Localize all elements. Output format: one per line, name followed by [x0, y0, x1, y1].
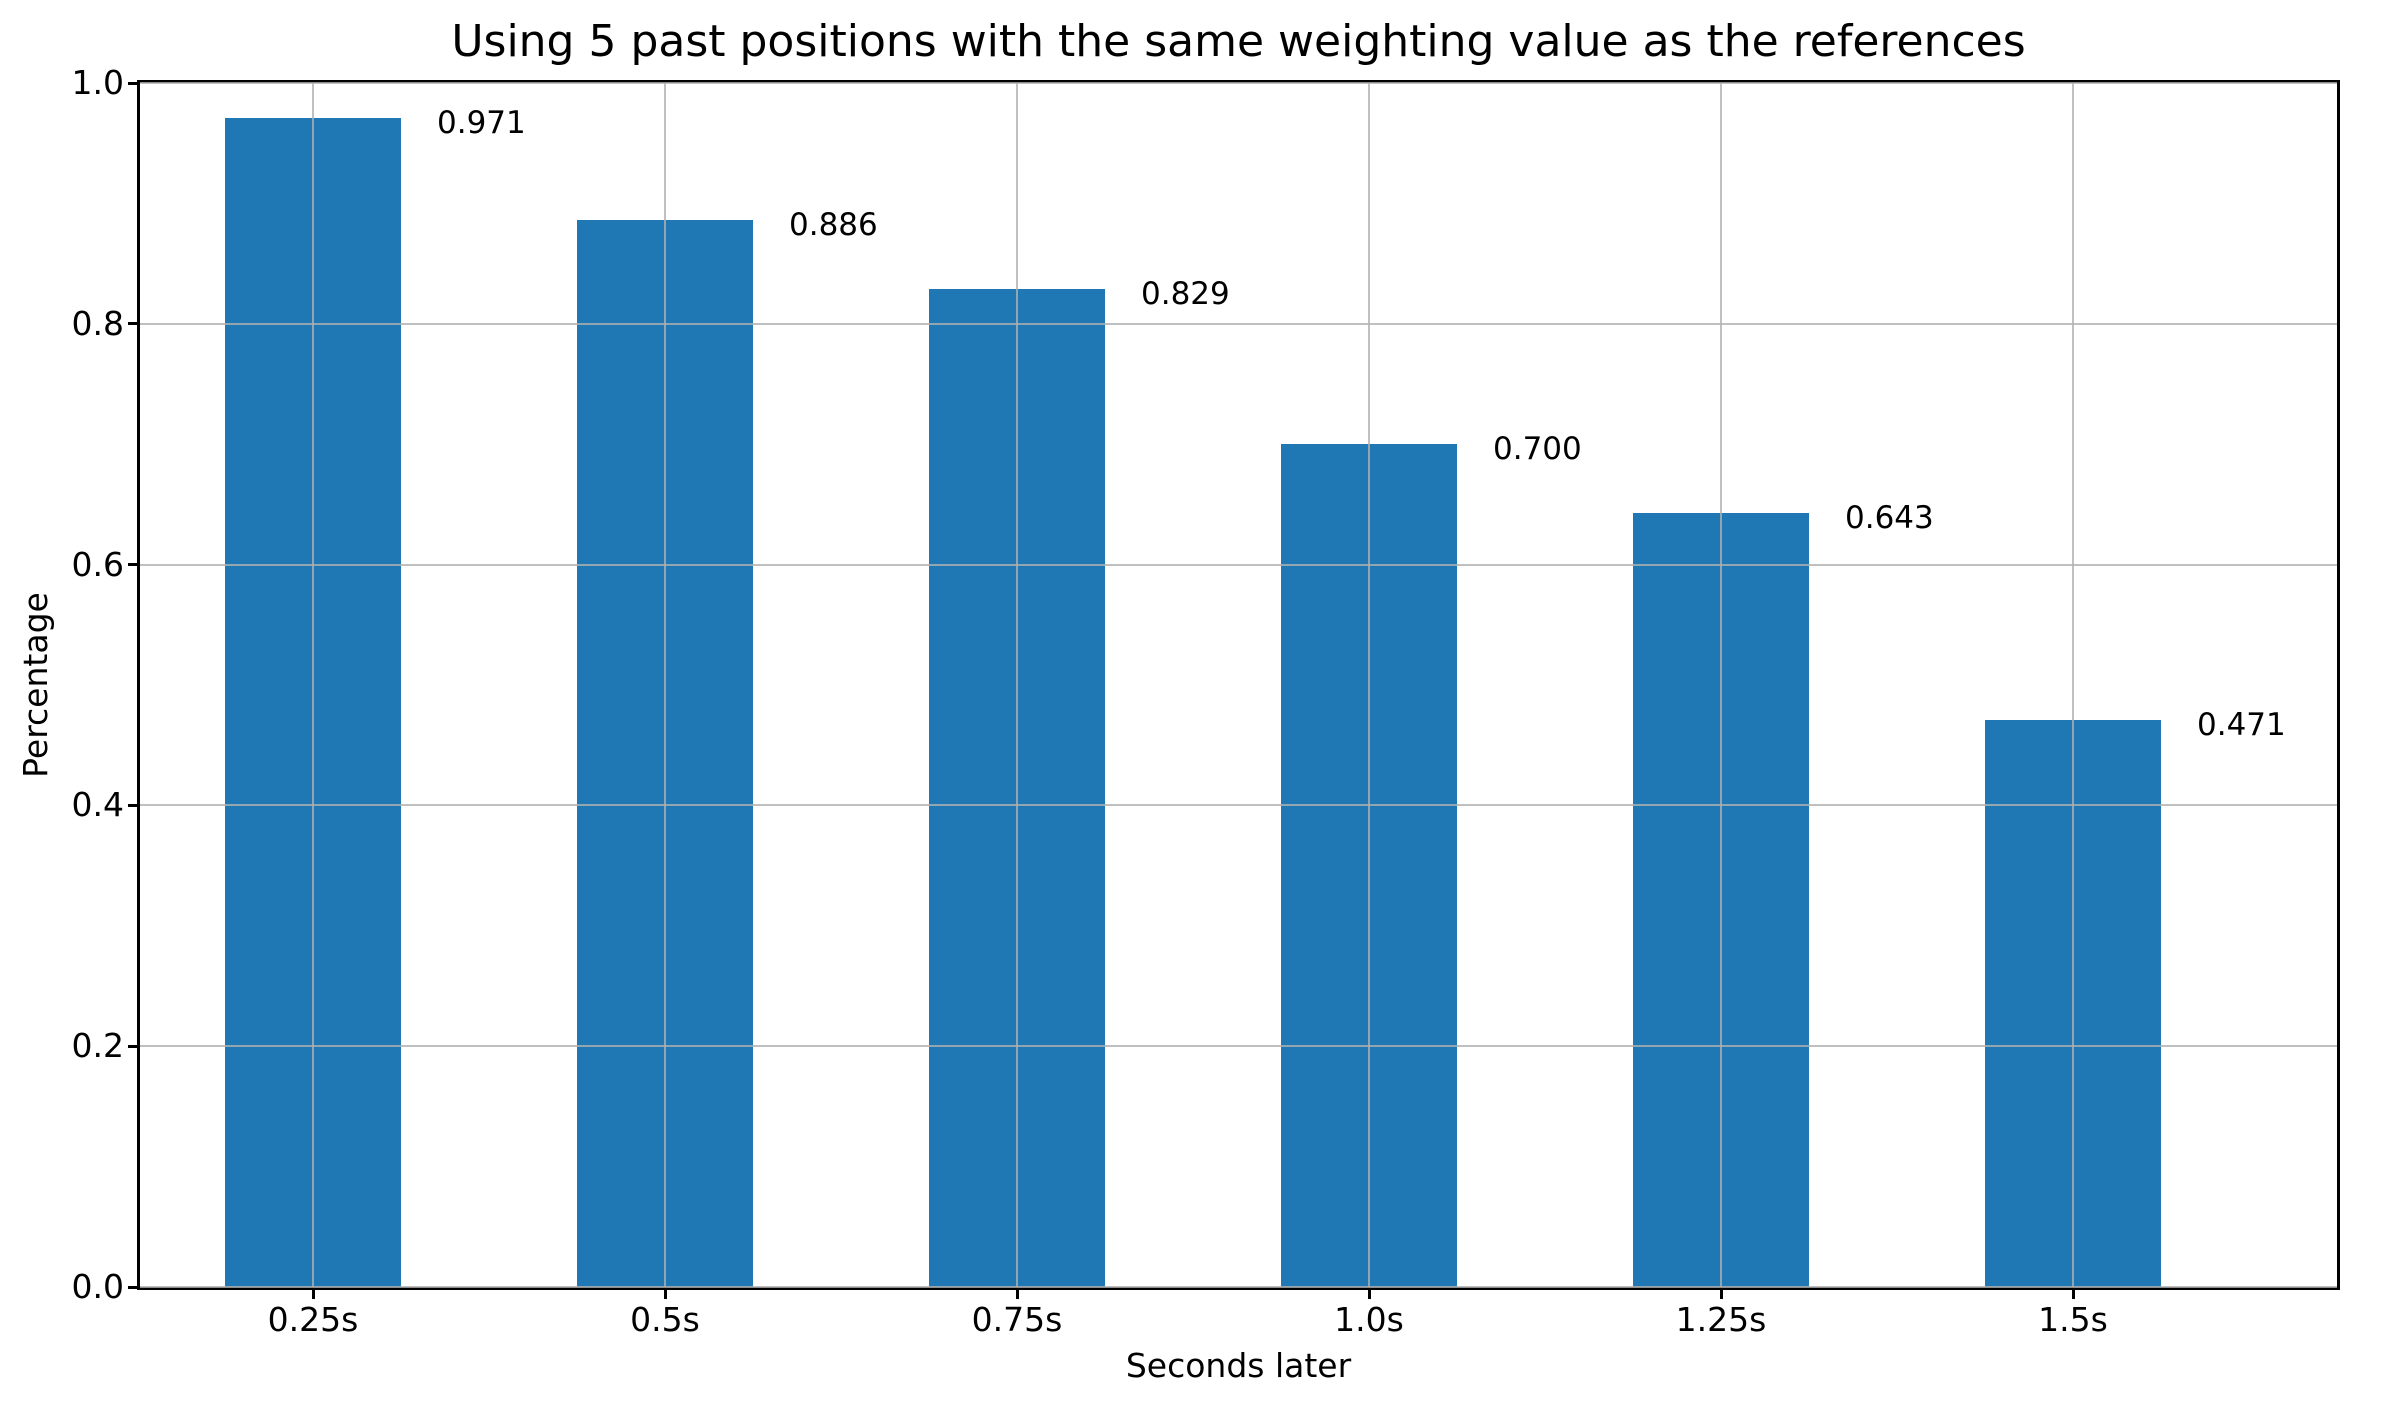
y-axis-label: Percentage	[16, 592, 55, 778]
y-tick-mark	[128, 563, 137, 567]
gridline-vertical	[1368, 83, 1370, 1287]
y-tick-label: 0.2	[71, 1026, 124, 1066]
gridline-vertical	[2072, 83, 2074, 1287]
gridline-vertical	[1016, 83, 1018, 1287]
chart-title: Using 5 past positions with the same wei…	[451, 16, 2026, 67]
y-tick-label: 0.4	[71, 785, 124, 825]
x-tick-label: 1.25s	[1675, 1300, 1767, 1339]
bar-value-label: 0.700	[1493, 431, 1582, 468]
gridline-horizontal	[140, 1045, 2337, 1048]
gridline-horizontal	[140, 804, 2337, 807]
gridline-horizontal	[140, 563, 2337, 566]
x-tick-label: 0.5s	[630, 1300, 700, 1339]
x-tick-label: 0.25s	[267, 1300, 359, 1339]
y-tick-mark	[128, 81, 137, 85]
bar-value-label: 0.829	[1141, 275, 1230, 312]
y-tick-mark	[128, 803, 137, 807]
x-axis-label: Seconds later	[1125, 1346, 1352, 1385]
x-tick-mark	[663, 1290, 667, 1299]
y-tick-mark	[128, 322, 137, 326]
bar-value-label: 0.971	[437, 104, 526, 141]
plot-area: 0.971 0.886 0.829 0.700 0.643 0.471	[137, 80, 2340, 1290]
bar-value-label: 0.886	[789, 207, 878, 244]
y-tick-label: 0.6	[71, 544, 124, 584]
gridline-horizontal	[140, 322, 2337, 325]
gridline-horizontal	[140, 82, 2337, 84]
gridline-vertical	[312, 83, 314, 1287]
y-tick-label: 0.0	[71, 1267, 124, 1306]
x-tick-label: 1.0s	[1334, 1300, 1404, 1339]
gridline-vertical	[664, 83, 666, 1287]
bar-value-label: 0.643	[1845, 499, 1934, 536]
gridline-vertical	[1720, 83, 1722, 1287]
x-tick-label: 0.75s	[971, 1300, 1063, 1339]
x-tick-mark	[1719, 1290, 1723, 1299]
y-tick-mark	[128, 1044, 137, 1048]
y-tick-mark	[128, 1285, 137, 1289]
x-tick-label: 1.5s	[2038, 1300, 2108, 1339]
x-tick-mark	[1015, 1290, 1019, 1299]
x-tick-mark	[1367, 1290, 1371, 1299]
x-tick-mark	[2071, 1290, 2075, 1299]
y-tick-label: 0.8	[71, 303, 124, 343]
y-tick-label: 1.0	[71, 63, 124, 102]
bar-value-label: 0.471	[2197, 706, 2286, 743]
gridline-horizontal	[140, 1286, 2337, 1288]
x-tick-mark	[311, 1290, 315, 1299]
